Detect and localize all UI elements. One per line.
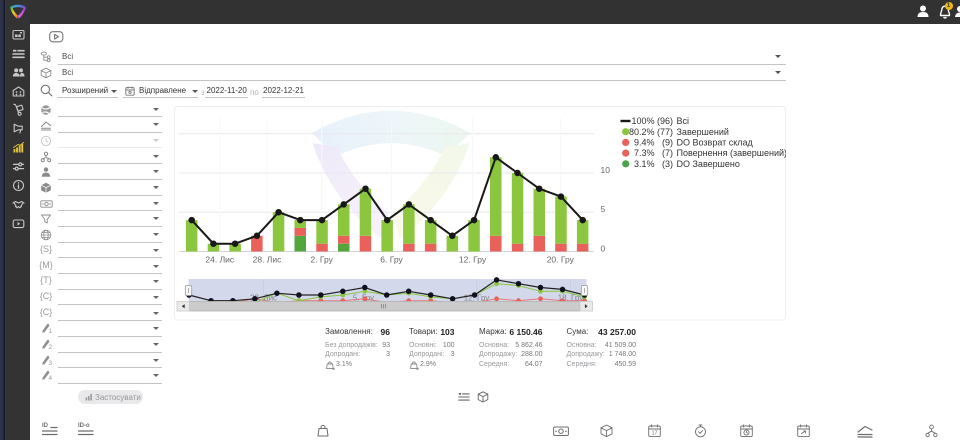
svg-text:(9): (9): [662, 138, 673, 148]
svg-text:DO Возврат склад: DO Возврат склад: [676, 138, 753, 148]
svg-text:6. Гру: 6. Гру: [380, 255, 403, 265]
svg-text:100%: 100%: [631, 116, 654, 126]
svg-text:80.2%: 80.2%: [628, 127, 654, 137]
svg-text:24. Лис: 24. Лис: [205, 255, 235, 265]
svg-text:12. Гру: 12. Гру: [463, 293, 489, 302]
svg-text:Всі: Всі: [676, 116, 689, 126]
svg-text:5: 5: [600, 204, 605, 214]
svg-text:(77): (77): [656, 127, 672, 137]
svg-text:Завершений: Завершений: [676, 127, 728, 137]
svg-text:17: 17: [652, 431, 658, 437]
svg-text:12. Гру: 12. Гру: [458, 255, 486, 265]
svg-text:20. Гру: 20. Гру: [546, 255, 574, 265]
svg-text:28. Лис: 28. Лис: [252, 255, 282, 265]
svg-text:0: 0: [600, 243, 605, 253]
svg-text:2. Гру: 2. Гру: [310, 255, 333, 265]
svg-text:3.1%: 3.1%: [633, 159, 654, 169]
svg-text:DO Завершено: DO Завершено: [676, 159, 739, 169]
svg-text:9.4%: 9.4%: [633, 138, 654, 148]
svg-text:28. Лис: 28. Лис: [249, 293, 276, 302]
svg-text:7.3%: 7.3%: [633, 148, 654, 158]
svg-text:(7): (7): [662, 148, 673, 158]
svg-text:(3): (3): [662, 159, 673, 169]
svg-text:18. Гру: 18. Гру: [557, 293, 583, 302]
svg-text:Повернення (завершений): Повернення (завершений): [676, 148, 786, 158]
svg-text:(96): (96): [656, 116, 672, 126]
svg-text:10: 10: [600, 165, 610, 175]
